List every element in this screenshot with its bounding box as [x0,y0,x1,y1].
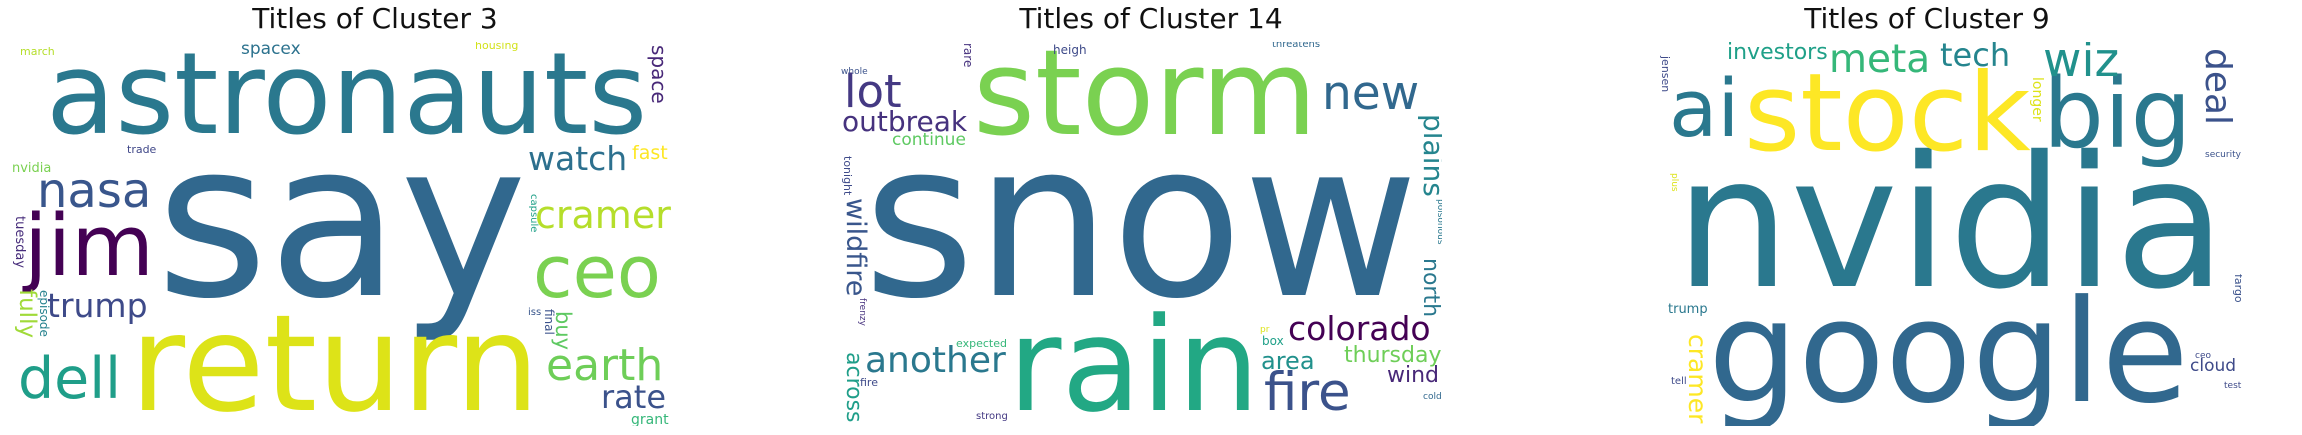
cloud-word: storm [973,42,1318,163]
cloud-word: tonight [841,156,854,196]
cloud-word: snow [863,95,1419,346]
cloud-word: box [1262,334,1284,348]
cloud-word: say [156,95,528,346]
cloud-word: iss [528,307,542,318]
cloud-word: nvidia [1675,117,2227,329]
cloud-word: strong [976,411,1008,422]
cloud-word: astronauts [46,42,648,160]
cloud-word: poisonous [1435,199,1442,245]
cloud-word: wildfire [840,198,871,297]
cloud-word: area [1261,347,1315,375]
cloud-word: plus [1669,173,1679,192]
cloud-word: jensen [1660,56,1672,93]
cloud-word: longer [2029,77,2045,122]
cloud-word: dell [18,346,121,412]
cloud-word: tuesday [12,216,27,269]
cloud-word: cold [1423,392,1442,402]
cluster-3-title: Titles of Cluster 3 [252,2,498,35]
cloud-word: tell [1671,376,1687,387]
cloud-word: meta [1829,42,1931,82]
cloud-word: fire [1264,362,1351,423]
cloud-word: rate [601,378,666,416]
cloud-word: fargo [2232,274,2242,303]
cloud-word: heigh [1053,43,1087,57]
cloud-word: rare [961,43,975,68]
cloud-word: expected [956,337,1007,350]
cloud-word: rain [1008,289,1260,426]
cloud-word: north [1418,258,1442,318]
cloud-word: investors [1727,42,1828,65]
cloud-word: big [2043,58,2192,170]
cloud-word: security [2205,150,2241,160]
cloud-word: episode [37,290,51,337]
cloud-word: capsule [528,194,539,233]
cloud-word: deal [2197,48,2238,126]
cloud-word: jim [24,197,155,296]
cloud-word: trade [127,143,157,156]
cloud-word: watch [528,139,628,178]
cloud-word: nvidia [12,161,52,176]
cloud-word: google [1708,270,2189,426]
cluster-9-wordcloud: nvidia google stock big meta wiz ai investors te… [1660,42,2242,426]
cloud-word: spacex [241,42,301,59]
cloud-word: lot [844,65,902,118]
cloud-word: thursday [1344,343,1442,368]
cloud-word: test [2224,381,2242,391]
cloud-word: wind [1387,363,1440,388]
cloud-word: final [542,309,556,335]
cloud-word: grant [631,412,669,426]
cloud-word: pr [1260,325,1270,335]
cloud-word: cloud [2190,356,2237,376]
cluster-9-panel: Titles of Cluster 9 nvidia google stock big… [1552,0,2302,435]
cloud-word: cramer [1683,334,1712,424]
cluster-3-wordcloud: say astronauts return cramer jim ceo nasa earth… [12,42,672,426]
cloud-word: ai [1669,63,1740,155]
cloud-word: new [1322,66,1420,121]
cloud-word: tech [1940,42,2011,74]
cloud-word: trump [1668,302,1708,317]
cloud-word: ceo [2195,351,2211,361]
cluster-3-panel: Titles of Cluster 3 say astronauts return c… [0,0,750,435]
cloud-word: trump [47,286,148,325]
cloud-word: ceo [533,230,661,314]
cloud-word: frenzy [857,298,867,326]
cloud-word: wiz [2043,42,2120,88]
cloud-word: return [130,286,540,426]
cloud-word: space [647,45,671,104]
cluster-9-title: Titles of Cluster 9 [1804,2,2050,35]
cloud-word: housing [475,42,519,52]
cluster-14-title: Titles of Cluster 14 [1019,2,1283,35]
cluster-14-wordcloud: snow rain storm colorado another outbreak new w… [840,42,1442,426]
cloud-word: another [865,340,1006,381]
cluster-14-panel: Titles of Cluster 14 snow rain storm colora… [776,0,1526,435]
cloud-word: fully [14,289,40,339]
cloud-word: continue [892,130,966,150]
cloud-word: cramer [535,193,671,237]
cloud-word: stock [1744,51,2031,176]
cloud-word: outbreak [842,105,968,138]
cloud-word: colorado [1288,309,1431,348]
cloud-word: march [20,45,55,58]
cloud-word: nasa [37,163,152,219]
cloud-word: earth [546,340,664,391]
cloud-word: plains [1417,114,1442,197]
cloud-word: fast [632,142,668,164]
cloud-word: fire [860,376,878,389]
cloud-word: whole [841,67,868,77]
cloud-word: threatens [1272,42,1321,50]
